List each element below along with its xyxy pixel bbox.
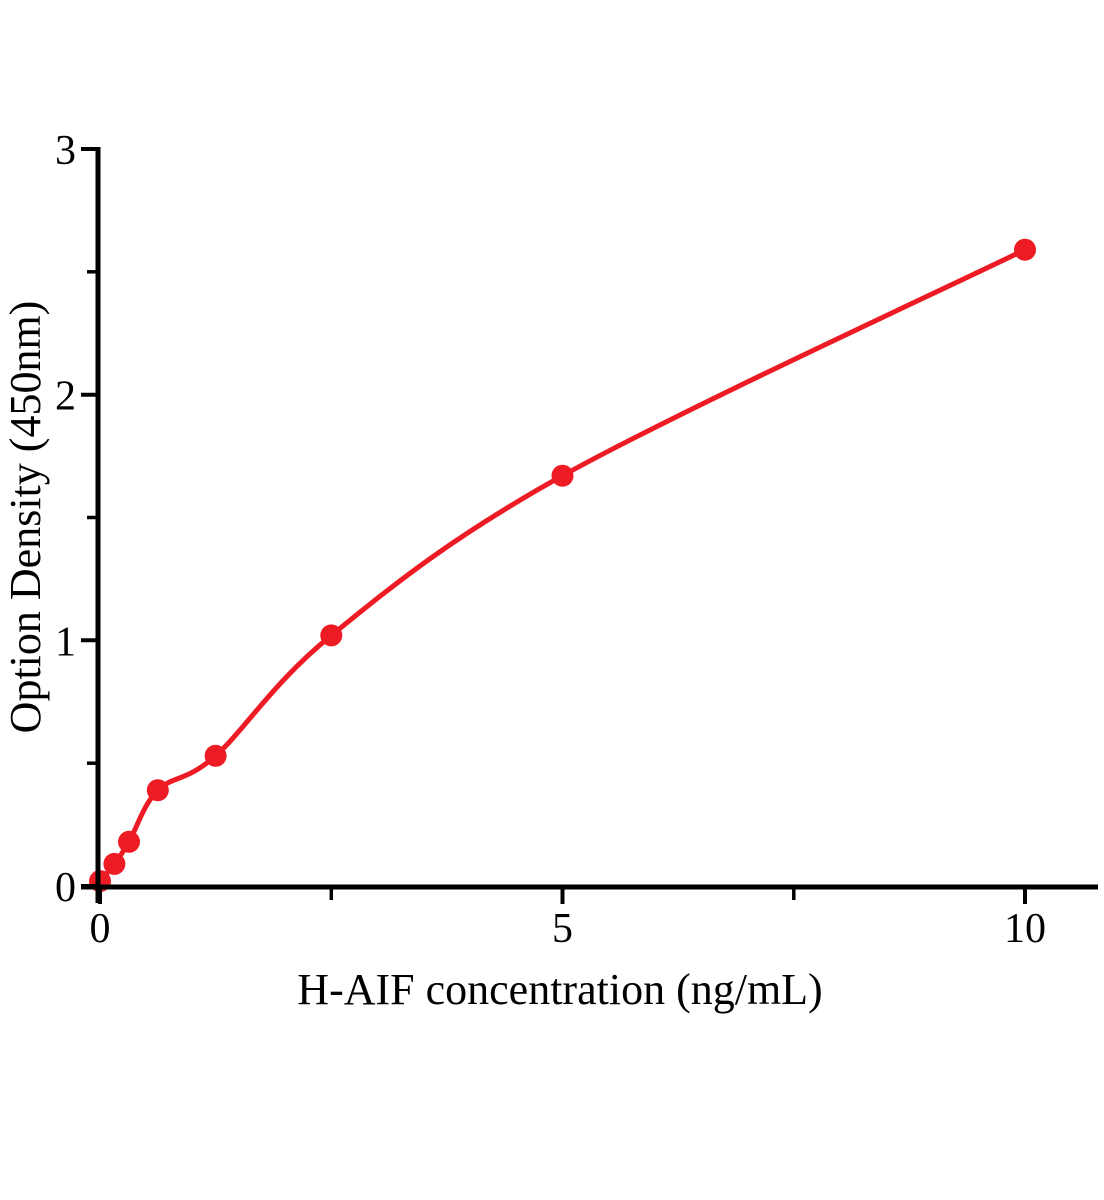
fit-curve-line bbox=[97, 247, 1028, 884]
data-point-0.313 bbox=[118, 830, 140, 853]
data-point-5 bbox=[551, 464, 574, 487]
data-point-0.156 bbox=[103, 852, 126, 875]
data-point-1.25 bbox=[204, 744, 227, 767]
x-tick-label-0: 0 bbox=[90, 906, 111, 952]
y-tick-label-2: 2 bbox=[55, 374, 76, 420]
x-tick-label-5: 5 bbox=[552, 906, 573, 952]
data-point-0.625 bbox=[146, 779, 169, 802]
plot-generated-layer: 0 5 10 0 1 2 3 bbox=[55, 128, 1098, 952]
y-tick-label-1: 1 bbox=[55, 619, 76, 665]
data-point-10 bbox=[1014, 238, 1036, 261]
y-tick-label-0: 0 bbox=[55, 865, 76, 911]
y-axis-title: Option Density (450nm) bbox=[1, 301, 50, 734]
y-tick-label-3: 3 bbox=[55, 128, 76, 174]
x-axis-title: H-AIF concentration (ng/mL) bbox=[297, 965, 822, 1014]
data-point-2.5 bbox=[320, 624, 343, 647]
x-tick-label-10: 10 bbox=[1004, 906, 1046, 952]
